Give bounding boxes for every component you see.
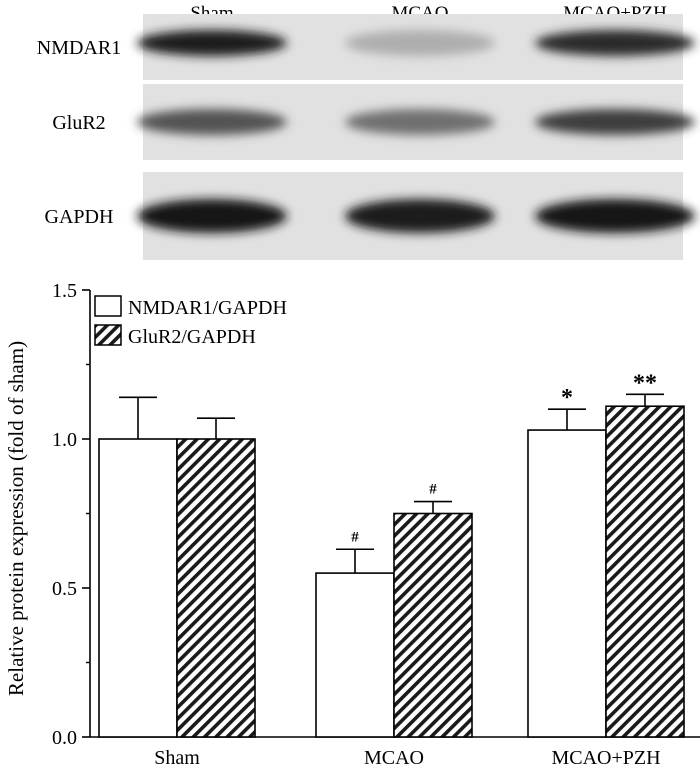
y-tick-label: 1.5 [52, 280, 77, 302]
significance-marker: # [351, 529, 359, 545]
bar [605, 405, 685, 738]
y-tick-label: 0.0 [52, 727, 77, 749]
blot-band [535, 199, 695, 233]
legend-label: NMDAR1/GAPDH [128, 297, 287, 319]
bar [98, 438, 178, 738]
significance-marker: # [429, 482, 437, 498]
significance-marker: * [561, 385, 573, 411]
y-tick-label: 0.5 [52, 578, 77, 600]
legend-swatch [94, 295, 122, 317]
y-tick-label: 1.0 [52, 429, 77, 451]
blot-band [137, 109, 287, 135]
x-tick-label: MCAO [364, 747, 424, 765]
bar [393, 512, 473, 738]
bar [527, 429, 607, 738]
blot-band [345, 30, 495, 56]
bar-chart: 0.0 0.5 1.0 1.5 Relative protein expression … [4, 280, 700, 765]
legend-swatch [94, 324, 122, 346]
blot-row-label: GluR2 [52, 112, 105, 134]
blot-band [137, 199, 287, 233]
blot-row-label: GAPDH [45, 206, 114, 228]
blot-band [535, 30, 695, 56]
significance-marker: ** [633, 370, 657, 396]
blot-band [535, 109, 695, 135]
y-axis-label: Relative protein expression (fold of sha… [4, 341, 28, 696]
x-tick-label: Sham [154, 747, 200, 765]
bar [315, 572, 395, 738]
blot-band [345, 199, 495, 233]
legend-label: GluR2/GAPDH [128, 326, 256, 348]
x-tick-label: MCAO+PZH [551, 747, 660, 765]
blot-band [137, 30, 287, 56]
blot-row-label: NMDAR1 [37, 37, 121, 59]
bar [176, 438, 256, 738]
blot-band [345, 109, 495, 135]
